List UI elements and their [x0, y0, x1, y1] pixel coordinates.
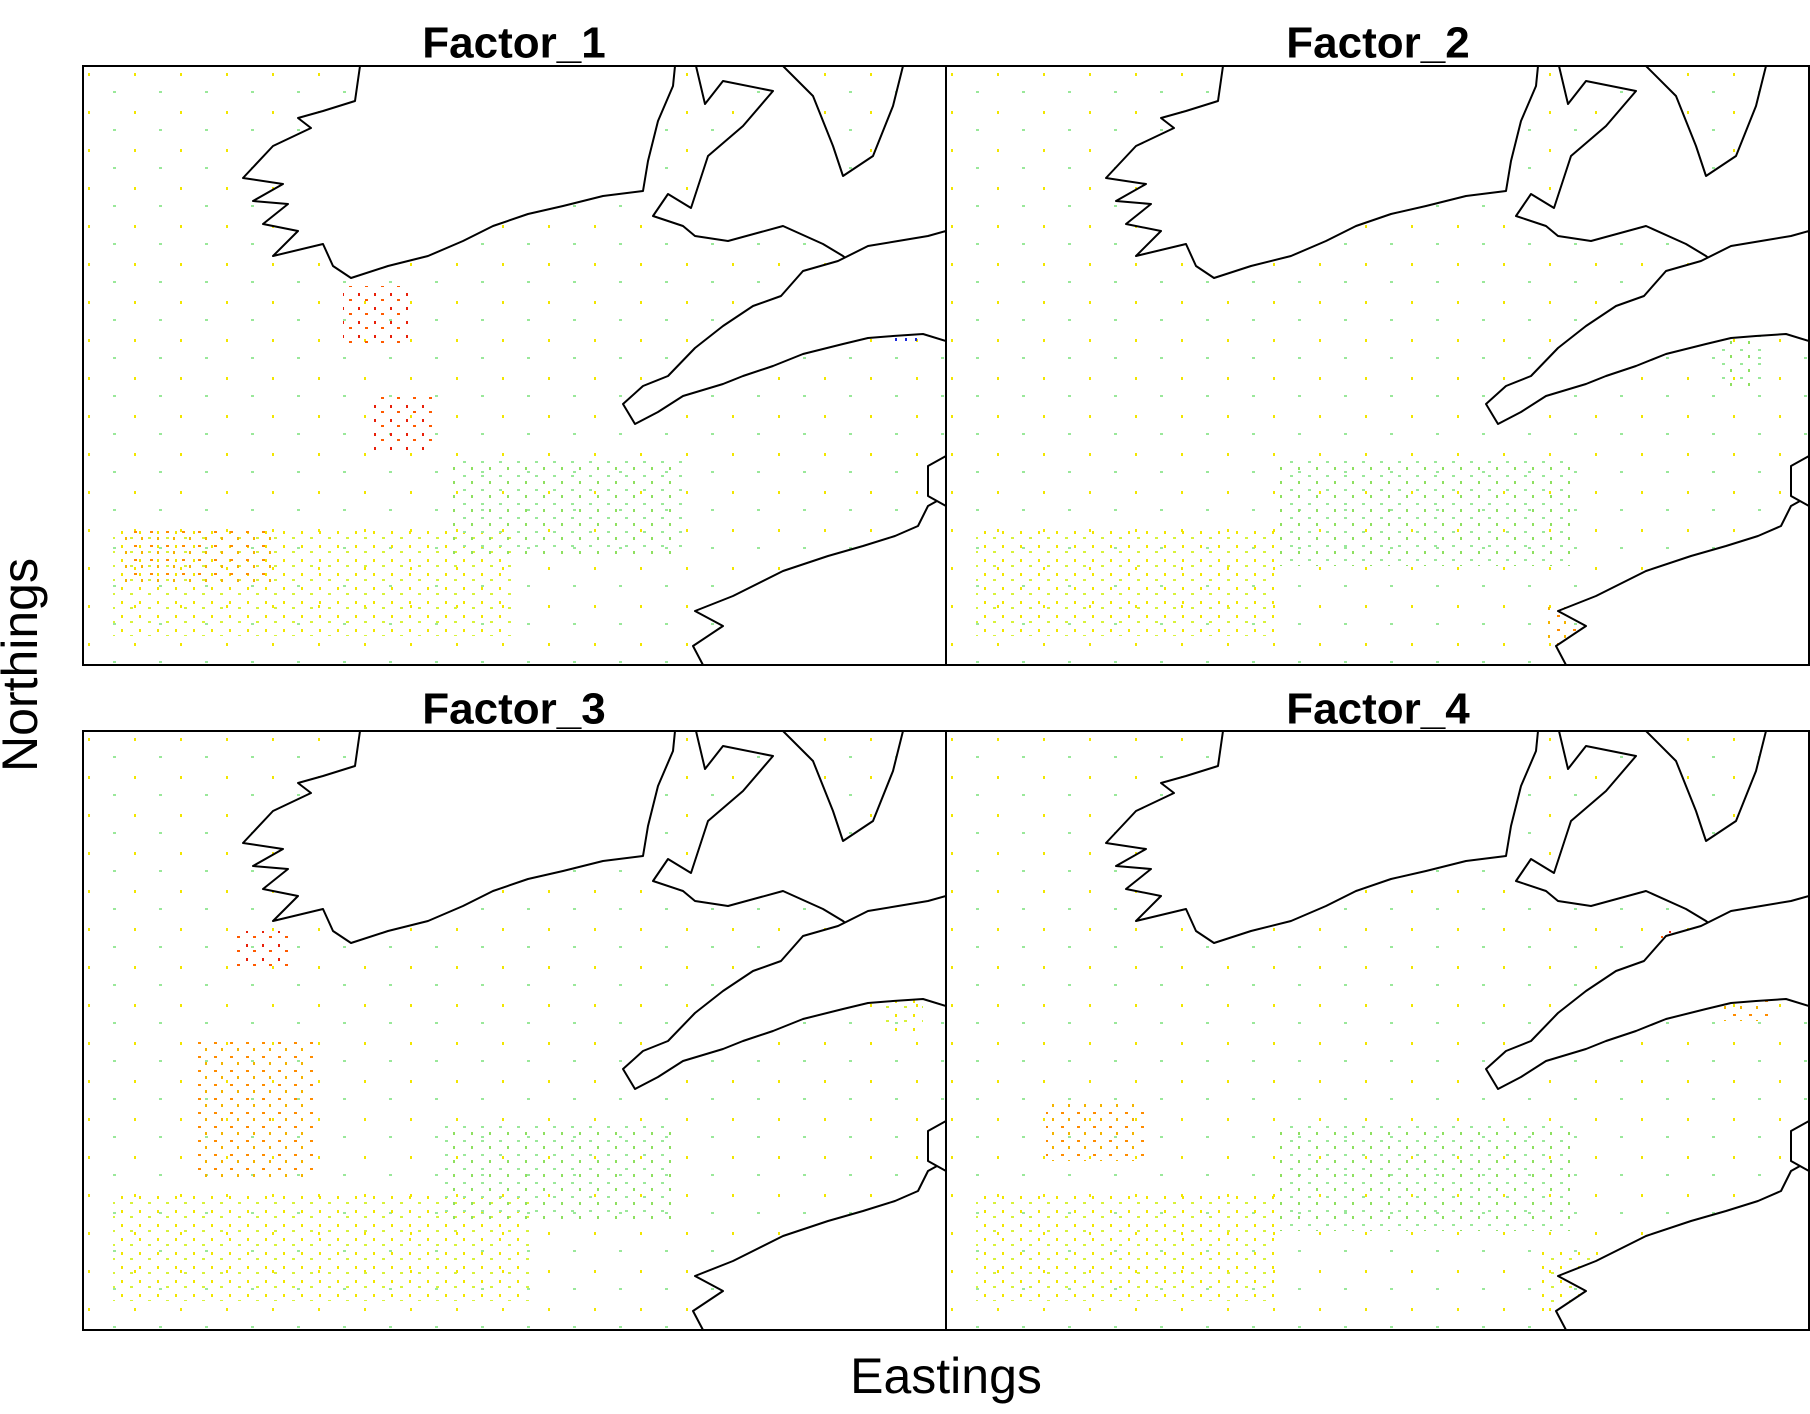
- point-cluster: [193, 1041, 313, 1181]
- point-cluster: [1276, 1121, 1576, 1231]
- point-cluster: [373, 396, 433, 451]
- panel-title: Factor_4: [1286, 685, 1470, 734]
- panel: [945, 65, 1810, 666]
- panel: [82, 65, 947, 666]
- panel-frame: [945, 730, 1810, 1331]
- panel-frame: [945, 65, 1810, 666]
- point-cluster: [976, 1191, 1276, 1301]
- point-cluster: [1276, 456, 1576, 566]
- panel-title: Factor_2: [1286, 19, 1469, 68]
- point-cluster: [453, 456, 683, 556]
- panel: [945, 730, 1810, 1331]
- panel-title: Factor_1: [422, 19, 605, 68]
- panel-title: Factor_3: [422, 685, 605, 734]
- point-cluster: [123, 526, 273, 586]
- point-cluster: [233, 931, 293, 971]
- point-cluster: [443, 1121, 673, 1221]
- point-cluster: [1046, 1101, 1146, 1161]
- panels: [82, 65, 1810, 1331]
- point-cluster: [976, 526, 1276, 636]
- y-axis-label: Northings: [0, 558, 48, 772]
- x-axis-label: Eastings: [850, 1348, 1042, 1404]
- point-cluster: [343, 286, 413, 346]
- panel: [82, 730, 947, 1331]
